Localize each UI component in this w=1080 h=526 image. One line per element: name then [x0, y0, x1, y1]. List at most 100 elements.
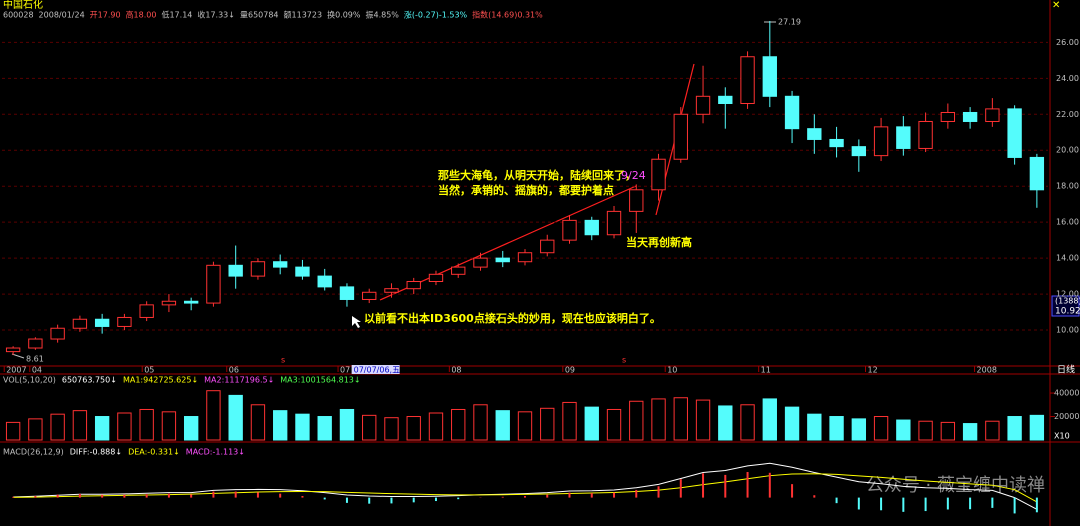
indicator-value: MA2:1117196.5↓	[204, 376, 274, 385]
volume-bar	[50, 413, 65, 441]
volume-bar	[651, 398, 666, 441]
volume-bar	[918, 420, 933, 441]
volume-bar	[495, 410, 510, 441]
legend-entry: DIFF:-0.888↓	[70, 448, 122, 457]
annotation: s	[622, 356, 626, 365]
candle-body	[829, 138, 844, 148]
volume-bar	[629, 400, 644, 441]
candle-body	[5, 347, 21, 353]
indicator-value: MA1:942725.625↓	[123, 376, 198, 385]
panel-title: VOL(5,10,20)	[3, 376, 56, 385]
y-tick-label: 22.00	[1056, 110, 1079, 119]
volume-bar	[784, 406, 800, 441]
quote-field: 振4.85%	[366, 10, 400, 20]
candle-body	[851, 146, 867, 157]
volume-bar	[673, 397, 688, 441]
candle-body	[985, 108, 1000, 122]
volume-bar	[896, 419, 911, 441]
x-tick-label: 11	[761, 366, 771, 375]
y-tick-label: 10.00	[1056, 326, 1079, 335]
candle-body	[183, 300, 199, 304]
x-tick-label: 2008	[977, 366, 997, 375]
annotation: 那些大海龟，从明天开始，陆续回来了，	[438, 168, 636, 182]
y-tick-label: 14.00	[1056, 254, 1079, 263]
volume-bar	[695, 399, 711, 441]
quote-field: 开17.90	[90, 11, 121, 20]
quote-field: 换0.09%	[327, 10, 361, 20]
volume-bar	[428, 412, 444, 441]
candle-body	[406, 280, 421, 290]
annotation: 当然，承销的、摇旗的，都要护着点	[438, 183, 614, 197]
candle-body	[250, 261, 266, 277]
side-label: 10.92	[1055, 307, 1080, 317]
candle-body	[762, 56, 777, 97]
volume-bar	[317, 416, 332, 441]
stock-name: 中国石化	[3, 0, 43, 11]
candle-body	[896, 126, 911, 149]
volume-bar	[451, 408, 466, 441]
quote-field: 收17.33↓	[197, 10, 235, 20]
volume-bar	[584, 406, 599, 441]
candle-body	[428, 273, 444, 282]
cursor-label: 07/07/06,五	[354, 366, 400, 375]
volume-bar	[807, 413, 822, 441]
y-tick-label: 12.00	[1056, 290, 1079, 299]
candle-body	[273, 261, 288, 268]
volume-bar	[228, 394, 243, 441]
price-box	[1051, 295, 1080, 317]
volume-bar	[362, 414, 377, 441]
legend-entry: DEA:-0.331↓	[128, 448, 180, 457]
candle-body	[339, 286, 355, 300]
candle-body	[784, 95, 800, 130]
volume-bar	[1029, 414, 1045, 441]
candle-body	[651, 158, 666, 191]
annotation: 27.19	[778, 18, 801, 27]
y-tick-label: 24.00	[1056, 74, 1079, 83]
quote-field: 2008/01/24	[39, 11, 85, 20]
volume-bar	[406, 416, 421, 441]
x-tick-label: 09	[565, 366, 575, 375]
y-tick-label: 20.00	[1056, 146, 1079, 155]
candle-body	[629, 189, 644, 212]
candle-body	[873, 126, 889, 157]
macd-line	[13, 462, 1038, 510]
volume-bar	[1007, 416, 1022, 441]
volume-bar	[873, 416, 889, 441]
candle-body	[1029, 156, 1045, 191]
x-tick-label: 2007	[6, 366, 26, 375]
quote-field: 额113723	[284, 10, 323, 20]
quote-field: 600028	[3, 11, 34, 20]
candle-body	[718, 95, 733, 104]
indicator-value: 650763.750↓	[62, 376, 117, 385]
period-label: 日线	[1057, 364, 1075, 376]
unit-label: X10	[1054, 432, 1070, 441]
x-tick-label: 12	[868, 366, 878, 375]
candle-body	[673, 113, 688, 160]
candle-body	[362, 291, 377, 300]
volume-bar	[517, 411, 533, 441]
candle-body	[540, 239, 555, 254]
candle-body	[562, 219, 577, 241]
indicator-value: MA3:1001564.813↓	[280, 376, 360, 385]
macd-line	[13, 473, 1038, 503]
candle-body	[695, 95, 711, 115]
candle-body	[72, 318, 88, 329]
x-tick-label: 06	[229, 366, 239, 375]
volume-bar	[183, 416, 199, 441]
volume-bar	[273, 410, 288, 441]
annotation: s	[281, 356, 285, 365]
x-tick-label: 04	[32, 366, 42, 375]
x-tick-label: 05	[144, 366, 154, 375]
y-tick-label: 18.00	[1056, 182, 1079, 191]
volume-bar	[250, 404, 266, 441]
candle-body	[384, 288, 399, 293]
volume-bar	[72, 410, 88, 441]
close-button[interactable]: ✕	[1052, 0, 1060, 11]
y-tick-label: 26.00	[1056, 38, 1079, 47]
mouse-cursor	[352, 316, 361, 328]
candle-body	[28, 338, 43, 349]
volume-bar	[985, 420, 1000, 441]
y-tick-label: 200000	[1054, 412, 1080, 421]
x-tick-label: 10	[667, 366, 677, 375]
